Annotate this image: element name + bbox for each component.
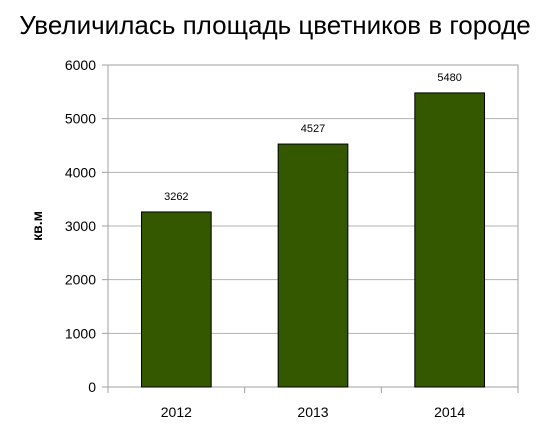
y-tick-label: 3000 (65, 218, 96, 234)
labels: 0 1000 2000 3000 4000 5000 6000 3262 2012 4527 201… (65, 57, 466, 420)
chart-title: Увеличилась площадь цветников в городе (19, 10, 531, 40)
y-tick-label: 0 (88, 379, 96, 395)
bar (277, 143, 349, 388)
y-tick-label: 4000 (65, 164, 96, 180)
y-tick-label: 2000 (65, 272, 96, 288)
x-tick-label: 2014 (434, 404, 465, 420)
bar (414, 92, 486, 388)
bar (140, 211, 212, 388)
x-tick-label: 2012 (161, 404, 192, 420)
y-tick-label: 6000 (65, 57, 96, 73)
bars (140, 92, 486, 388)
data-label: 5480 (437, 72, 461, 84)
data-label: 3262 (164, 191, 188, 203)
y-tick-label: 5000 (65, 111, 96, 127)
axis-ticks (102, 64, 519, 393)
data-label: 4527 (301, 123, 325, 135)
y-tick-label: 1000 (65, 325, 96, 341)
x-tick-label: 2013 (297, 404, 328, 420)
y-axis-title: кв.м (29, 211, 45, 241)
